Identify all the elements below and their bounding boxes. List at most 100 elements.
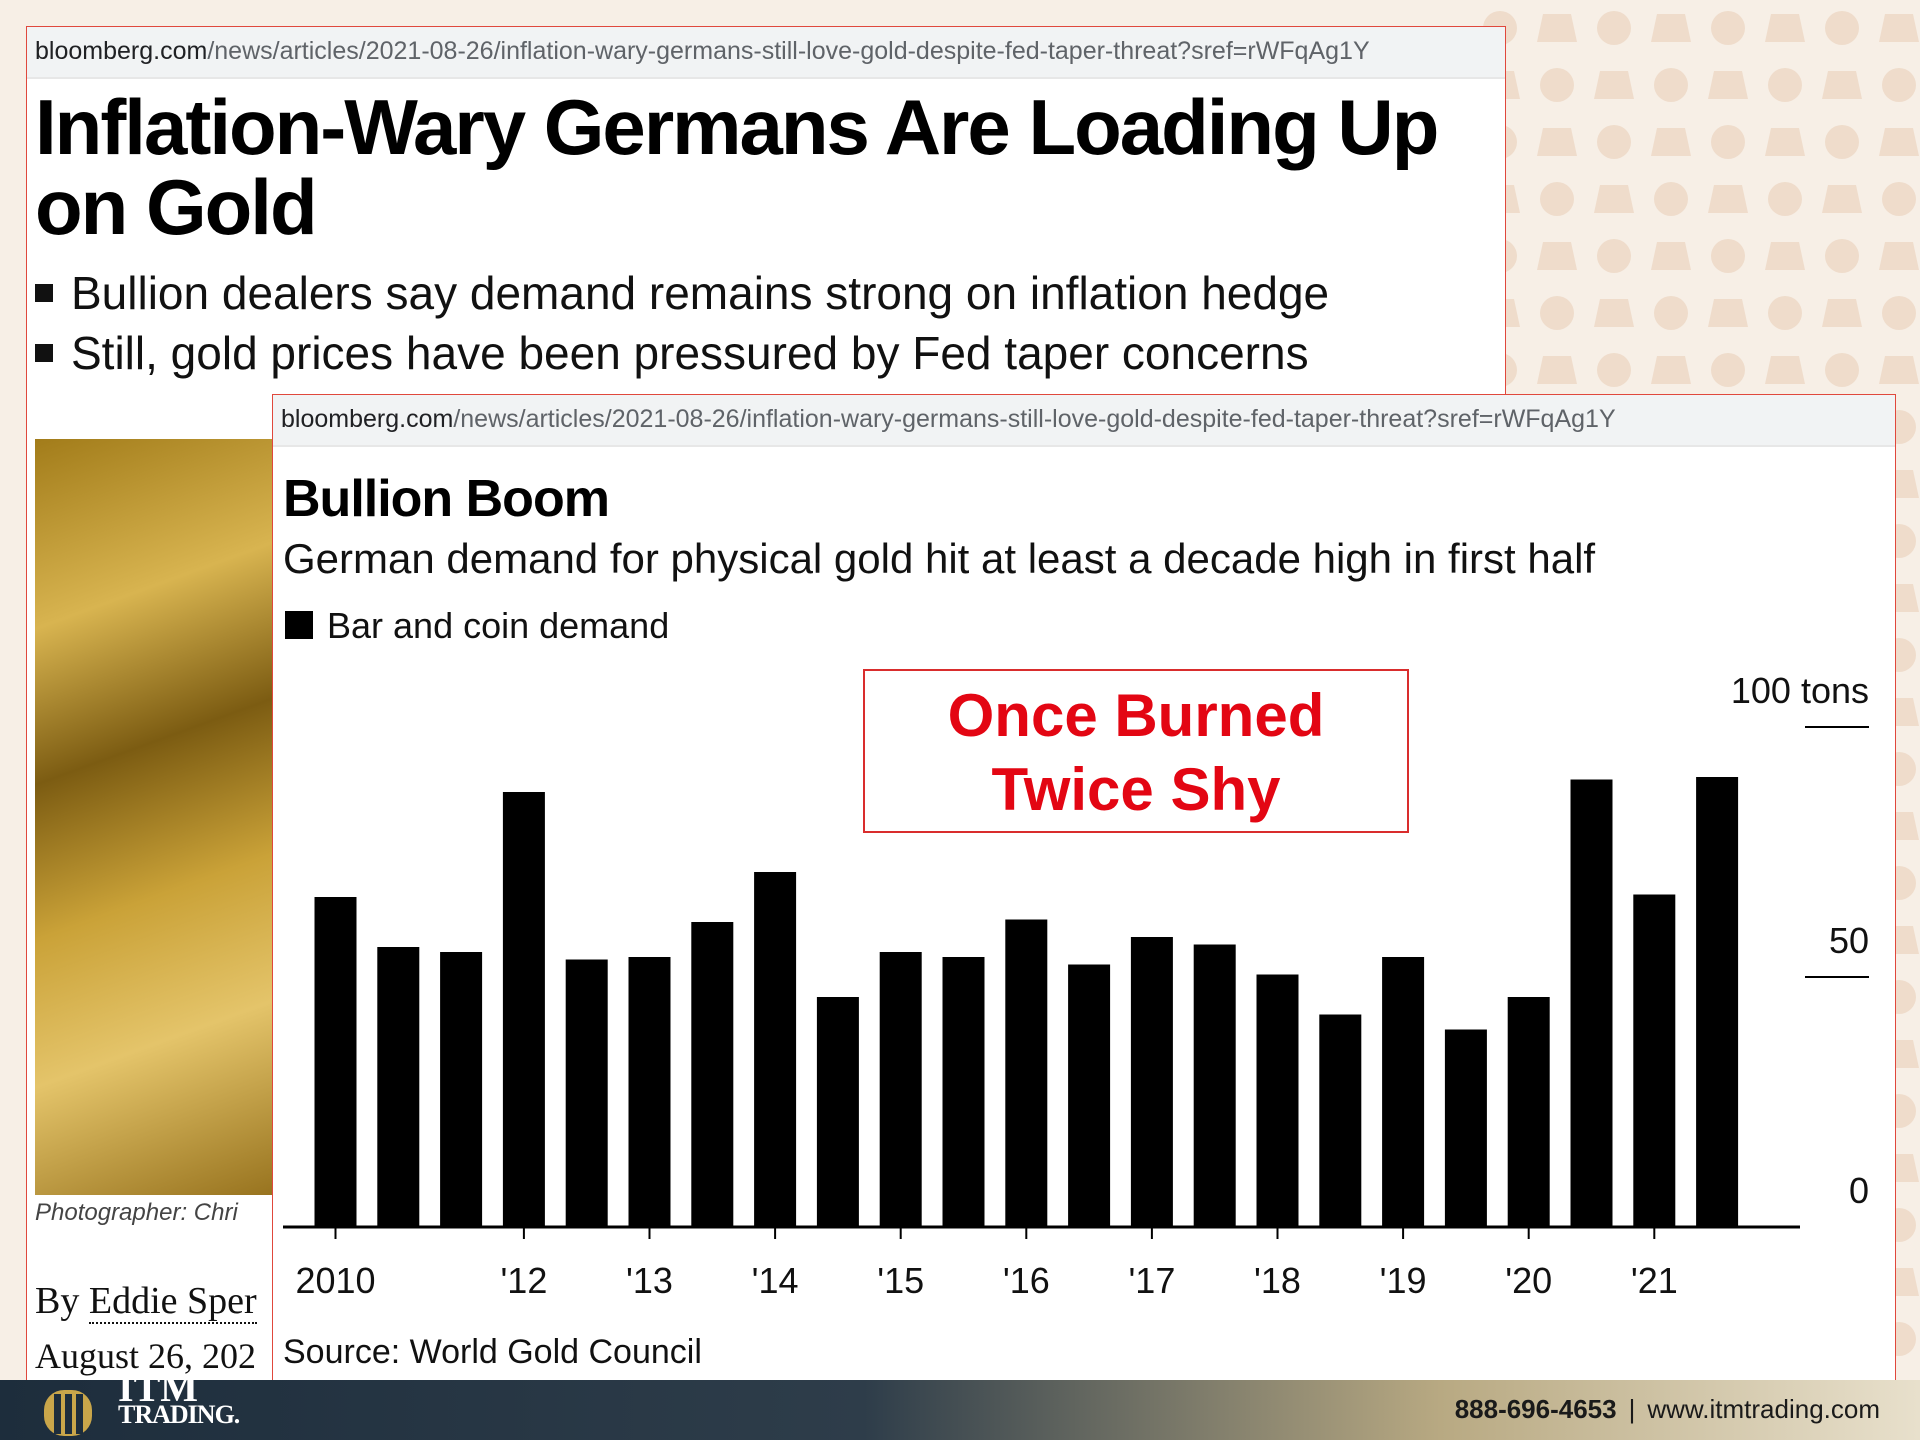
- x-tick-label: '14: [752, 1260, 799, 1301]
- logo-text: TRADING.: [118, 1400, 240, 1429]
- pattern-bar-shape: [1537, 242, 1577, 270]
- legend-swatch: [285, 611, 313, 640]
- chart-legend: Bar and coin demand: [285, 605, 669, 647]
- pattern-coin-shape: [1597, 353, 1631, 387]
- pattern-bar-shape: [1594, 71, 1634, 99]
- author-link[interactable]: Eddie Sper: [88, 1280, 257, 1324]
- pattern-bar-shape: [1537, 14, 1577, 42]
- chart-bar: [879, 952, 922, 1227]
- pattern-coin-shape: [1540, 182, 1574, 216]
- x-tick-label: '12: [500, 1260, 547, 1301]
- x-tick-label: '15: [877, 1260, 924, 1301]
- pattern-coin-shape: [1711, 239, 1745, 273]
- byline-prefix: By: [35, 1280, 89, 1322]
- bar-chart: 2010 '12 '13 '14 '15 '16 '17 '18 '19 '20 '21 0 50 100…: [283, 670, 1869, 1301]
- chart-bar: [377, 947, 420, 1227]
- pattern-bar-shape: [1651, 242, 1691, 270]
- bullet-text: Still, gold prices have been pressured b…: [71, 327, 1309, 379]
- pattern-coin-shape: [1882, 296, 1916, 330]
- x-tick-label: '17: [1128, 1260, 1175, 1301]
- pattern-coin-shape: [1882, 182, 1916, 216]
- pattern-bar-shape: [1651, 14, 1691, 42]
- pattern-bar-shape: [1879, 128, 1919, 156]
- article-headline: Inflation-Wary Germans Are Loading Up on…: [35, 83, 1439, 251]
- pattern-bar-shape: [1651, 128, 1691, 156]
- article-date: August 26, 202: [35, 1336, 257, 1376]
- chart-screenshot: bloomberg.com/news/articles/2021-08-26/i…: [272, 394, 1896, 1382]
- callout-box: Once Burned Twice Shy: [863, 669, 1409, 833]
- byline: By Eddie Sper: [35, 1279, 257, 1324]
- chart-bar: [754, 872, 797, 1227]
- pattern-coin-shape: [1540, 296, 1574, 330]
- x-tick-label: 2010: [295, 1260, 375, 1301]
- x-tick-label: '18: [1254, 1260, 1301, 1301]
- x-tick-label: '20: [1505, 1260, 1552, 1301]
- chart-title: Bullion Boom: [283, 470, 610, 528]
- chart-bar: [1068, 964, 1111, 1227]
- pattern-bar-shape: [1708, 71, 1748, 99]
- article-url-domain: bloomberg.com: [35, 37, 208, 65]
- y-tick-label: 100 tons: [1731, 670, 1869, 711]
- pattern-bar-shape: [1708, 299, 1748, 327]
- chart-bar: [1696, 777, 1739, 1227]
- footer-bar: ITM TRADING. 888-696-4653 | www.itmtrading…: [0, 1365, 1920, 1440]
- article-url-path: /news/articles/2021-08-26/inflation-wary…: [207, 37, 1370, 65]
- legend-label: Bar and coin demand: [327, 605, 670, 646]
- y-tick-label: 50: [1829, 920, 1869, 961]
- chart-source: Source: World Gold Council: [283, 1333, 702, 1371]
- pattern-coin-shape: [1597, 11, 1631, 45]
- pattern-coin-shape: [1825, 125, 1859, 159]
- chart-bar: [1005, 919, 1048, 1227]
- chart-bar: [1444, 1029, 1487, 1227]
- phone-number[interactable]: 888-696-4653: [1454, 1394, 1617, 1424]
- chart-bar: [691, 922, 734, 1227]
- pattern-coin-shape: [1711, 11, 1745, 45]
- pattern-bar-shape: [1822, 299, 1862, 327]
- pattern-bar-shape: [1594, 299, 1634, 327]
- chart-bar: [1382, 957, 1425, 1227]
- pattern-coin-shape: [1825, 239, 1859, 273]
- chart-bar: [942, 957, 985, 1227]
- chart-url-bar[interactable]: bloomberg.com/news/articles/2021-08-26/i…: [273, 395, 1895, 447]
- website-link[interactable]: www.itmtrading.com: [1647, 1394, 1880, 1424]
- pattern-coin-shape: [1768, 182, 1802, 216]
- chart-bar: [314, 897, 357, 1227]
- bullet-item: Bullion dealers say demand remains stron…: [35, 263, 1329, 323]
- chart-bar: [1256, 974, 1299, 1227]
- pattern-bar-shape: [1879, 356, 1919, 384]
- pattern-coin-shape: [1597, 125, 1631, 159]
- pattern-bar-shape: [1594, 185, 1634, 213]
- pattern-bar-shape: [1879, 14, 1919, 42]
- bullet-square-icon: [35, 283, 53, 302]
- x-tick-label: '19: [1380, 1260, 1427, 1301]
- pattern-bar-shape: [1822, 71, 1862, 99]
- article-url-bar[interactable]: bloomberg.com/news/articles/2021-08-26/i…: [27, 27, 1505, 79]
- pattern-bar-shape: [1765, 14, 1805, 42]
- chart-bar: [565, 959, 608, 1227]
- pattern-coin-shape: [1654, 68, 1688, 102]
- chart-url-domain: bloomberg.com: [281, 405, 454, 433]
- chart-bar: [816, 997, 859, 1227]
- chart-bar: [1130, 937, 1173, 1227]
- itm-columns-icon: [44, 1390, 92, 1436]
- pattern-bar-shape: [1822, 185, 1862, 213]
- footer-contact: 888-696-4653 | www.itmtrading.com: [1455, 1394, 1880, 1425]
- pattern-bar-shape: [1708, 185, 1748, 213]
- pattern-bar-shape: [1765, 128, 1805, 156]
- bullet-text: Bullion dealers say demand remains stron…: [71, 267, 1330, 319]
- pattern-bar-shape: [1651, 356, 1691, 384]
- chart-bar: [1319, 1014, 1362, 1227]
- pattern-coin-shape: [1654, 296, 1688, 330]
- chart-subtitle: German demand for physical gold hit at l…: [283, 535, 1596, 582]
- pattern-coin-shape: [1825, 11, 1859, 45]
- chart-bar: [1633, 894, 1676, 1227]
- bullet-square-icon: [35, 343, 53, 362]
- footer-separator: |: [1628, 1394, 1636, 1424]
- pattern-bar-shape: [1537, 356, 1577, 384]
- x-tick-label: '16: [1003, 1260, 1050, 1301]
- x-tick-label: '13: [626, 1260, 673, 1301]
- pattern-bar-shape: [1765, 242, 1805, 270]
- bullet-item: Still, gold prices have been pressured b…: [35, 323, 1329, 383]
- pattern-bar-shape: [1537, 128, 1577, 156]
- photo-caption: Photographer: Chri: [35, 1199, 238, 1226]
